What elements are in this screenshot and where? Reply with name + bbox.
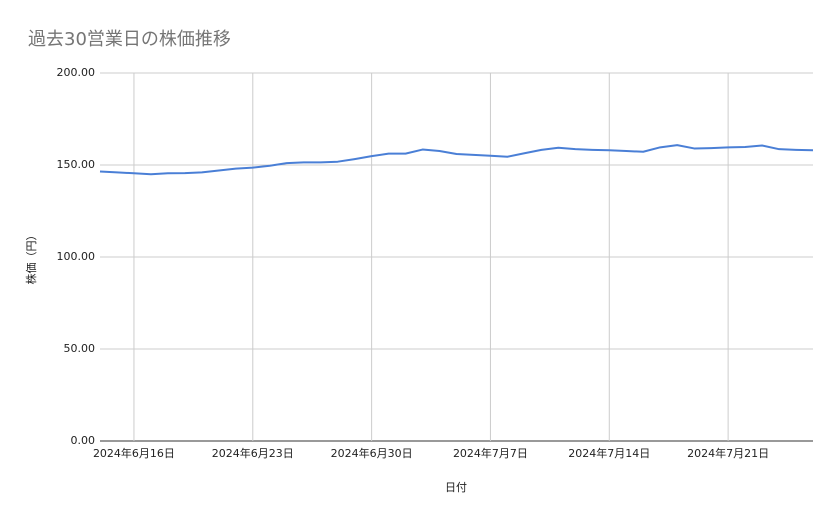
y-tick-label: 0.00	[71, 434, 96, 447]
x-tick-label: 2024年7月14日	[568, 446, 650, 460]
y-tick-label: 150.00	[57, 158, 96, 171]
x-tick-label: 2024年7月7日	[453, 446, 528, 460]
chart-title: 過去30営業日の株価推移	[28, 29, 231, 50]
x-tick-label: 2024年6月30日	[331, 446, 413, 460]
x-axis-title: 日付	[445, 481, 467, 494]
y-tick-label: 50.00	[64, 342, 96, 355]
x-tick-label: 2024年7月21日	[687, 446, 769, 460]
x-tick-label: 2024年6月23日	[212, 446, 294, 460]
y-tick-label: 200.00	[57, 66, 96, 79]
y-axis-title: 株価（円）	[24, 230, 38, 285]
line	[99, 144, 814, 176]
x-tick-label: 2024年6月16日	[93, 446, 175, 460]
y-tick-label: 100.00	[57, 250, 96, 263]
